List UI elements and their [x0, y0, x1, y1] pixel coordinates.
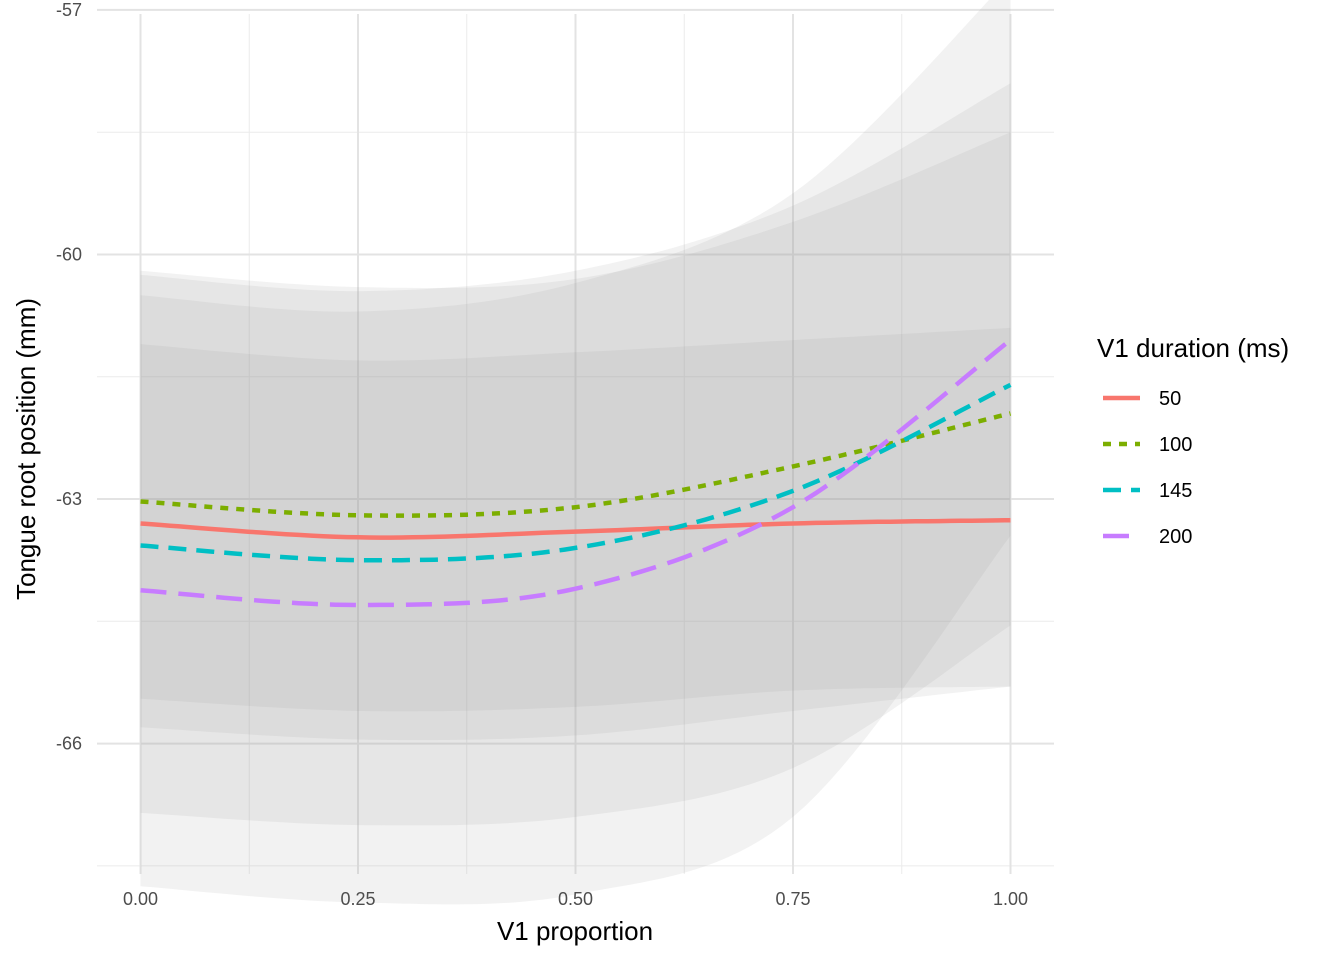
legend-label-200: 200 [1159, 526, 1192, 548]
x-axis-title: V1 proportion [497, 916, 653, 946]
series-line-145 [140, 382, 1012, 563]
y-tick-label: -60 [56, 244, 82, 264]
confidence-band-200 [140, 0, 1011, 905]
y-tick-label: -63 [56, 489, 82, 509]
legend-title: V1 duration (ms) [1097, 333, 1289, 363]
y-axis-ticks: -57 -60 -63 -66 [56, 0, 82, 754]
legend: V1 duration (ms) 50 100 145 200 [1097, 333, 1289, 548]
x-axis-ticks: 0.00 0.25 0.50 0.75 1.00 [123, 889, 1028, 909]
confidence-bands [140, 0, 1011, 905]
y-tick-label: -57 [56, 0, 82, 20]
confidence-band-100 [140, 132, 1011, 741]
series-line-50 [140, 517, 1011, 540]
x-tick-label: 0.25 [340, 889, 375, 909]
legend-label-145: 145 [1159, 480, 1192, 502]
x-tick-label: 0.75 [775, 889, 810, 909]
x-tick-label: 0.00 [123, 889, 158, 909]
legend-label-100: 100 [1159, 434, 1192, 456]
y-axis-title: Tongue root position (mm) [11, 298, 41, 600]
x-tick-label: 1.00 [993, 889, 1028, 909]
series-line-100 [140, 411, 1012, 518]
x-tick-label: 0.50 [558, 889, 593, 909]
confidence-band-145 [140, 83, 1011, 826]
y-tick-label: -66 [56, 734, 82, 754]
major-gridlines [97, 8, 1054, 874]
series-lines [140, 338, 1012, 608]
series-line-200 [140, 338, 1012, 608]
confidence-band-50 [140, 327, 1011, 712]
legend-label-50: 50 [1159, 388, 1181, 410]
